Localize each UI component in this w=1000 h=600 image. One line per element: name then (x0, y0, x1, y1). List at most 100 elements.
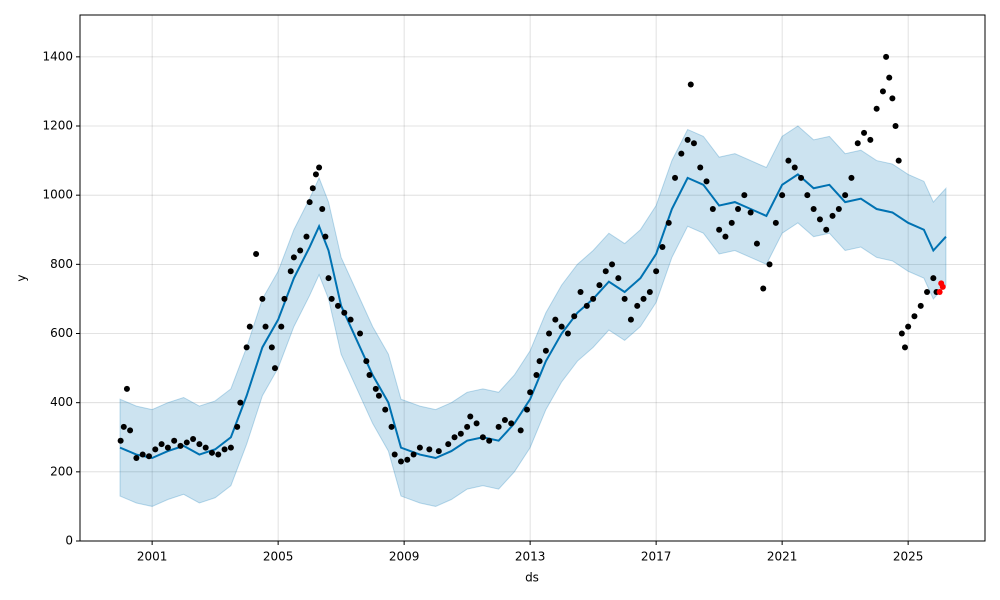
x-tick-label: 2025 (893, 550, 924, 564)
observed-point (892, 123, 899, 130)
x-tick-label: 2013 (515, 550, 546, 564)
observed-point (930, 275, 937, 282)
observed-point (678, 150, 685, 157)
observed-point (145, 453, 152, 460)
observed-point (451, 434, 458, 441)
observed-point (533, 372, 540, 379)
observed-point (152, 446, 159, 453)
observed-point (879, 88, 886, 95)
observed-point (697, 164, 704, 171)
observed-point (810, 206, 817, 213)
observed-point (552, 316, 559, 323)
observed-point (615, 275, 622, 282)
y-tick-label: 0 (65, 534, 73, 548)
observed-point (898, 330, 905, 337)
observed-point (653, 268, 660, 275)
observed-point (709, 206, 716, 213)
observed-point (646, 289, 653, 296)
observed-point (375, 392, 382, 399)
y-tick-label: 800 (50, 257, 73, 271)
x-tick-label: 2009 (389, 550, 420, 564)
observed-point (804, 192, 811, 199)
observed-point (546, 330, 553, 337)
observed-point (798, 174, 805, 181)
observed-point (583, 302, 590, 309)
observed-point (886, 74, 893, 81)
observed-point (901, 344, 908, 351)
observed-point (253, 250, 260, 257)
observed-point (634, 302, 641, 309)
observed-point (281, 295, 288, 302)
observed-point (171, 437, 178, 444)
observed-point (716, 226, 723, 233)
x-tick-label: 2017 (641, 550, 672, 564)
observed-point (760, 285, 767, 292)
observed-point (183, 439, 190, 446)
observed-point (319, 206, 326, 213)
observed-point (404, 456, 411, 463)
observed-point (426, 446, 433, 453)
observed-point (640, 295, 647, 302)
observed-point (117, 437, 124, 444)
observed-point (747, 209, 754, 216)
observed-point (445, 441, 452, 448)
observed-point (542, 347, 549, 354)
observed-point (297, 247, 304, 254)
observed-point (772, 219, 779, 226)
observed-point (883, 53, 890, 60)
observed-point (722, 233, 729, 240)
observed-point (564, 330, 571, 337)
plot-frame (79, 14, 986, 542)
x-tick-label: 2021 (767, 550, 798, 564)
y-tick-label: 200 (50, 464, 73, 478)
y-axis-label: y (15, 274, 29, 281)
observed-point (835, 206, 842, 213)
observed-point (290, 254, 297, 261)
observed-point (829, 212, 836, 219)
observed-point (621, 295, 628, 302)
x-tick-label: 2005 (263, 550, 294, 564)
observed-point (571, 313, 578, 320)
observed-point (391, 451, 398, 458)
observed-point (357, 330, 364, 337)
observed-point (703, 178, 710, 185)
observed-point (306, 199, 313, 206)
observed-point (753, 240, 760, 247)
observed-point (558, 323, 565, 330)
forecast-line (119, 173, 947, 460)
observed-point (473, 420, 480, 427)
observed-point (602, 268, 609, 275)
observed-point (158, 441, 165, 448)
observed-point (196, 441, 203, 448)
observed-point (577, 289, 584, 296)
observed-point (627, 316, 634, 323)
observed-point (243, 344, 250, 351)
observed-point (208, 449, 215, 456)
observed-point (873, 105, 880, 112)
observed-point (271, 365, 278, 372)
observed-point (785, 157, 792, 164)
observed-point (246, 323, 253, 330)
y-tick-label: 1200 (42, 119, 73, 133)
observed-point (889, 95, 896, 102)
observed-point (268, 344, 275, 351)
observed-point (735, 206, 742, 213)
observed-point (262, 323, 269, 330)
observed-point (435, 448, 442, 455)
observed-point (363, 358, 370, 365)
observed-point (397, 458, 404, 465)
observed-point (823, 226, 830, 233)
observed-point (287, 268, 294, 275)
observed-point (741, 192, 748, 199)
observed-point (501, 416, 508, 423)
observed-point (536, 358, 543, 365)
y-tick-label: 400 (50, 395, 73, 409)
observed-point (341, 309, 348, 316)
observed-point (842, 192, 849, 199)
y-tick-label: 1000 (42, 188, 73, 202)
observed-point (334, 302, 341, 309)
observed-point (388, 423, 395, 430)
observed-point (382, 406, 389, 413)
observed-point (457, 430, 464, 437)
observed-point (416, 444, 423, 451)
